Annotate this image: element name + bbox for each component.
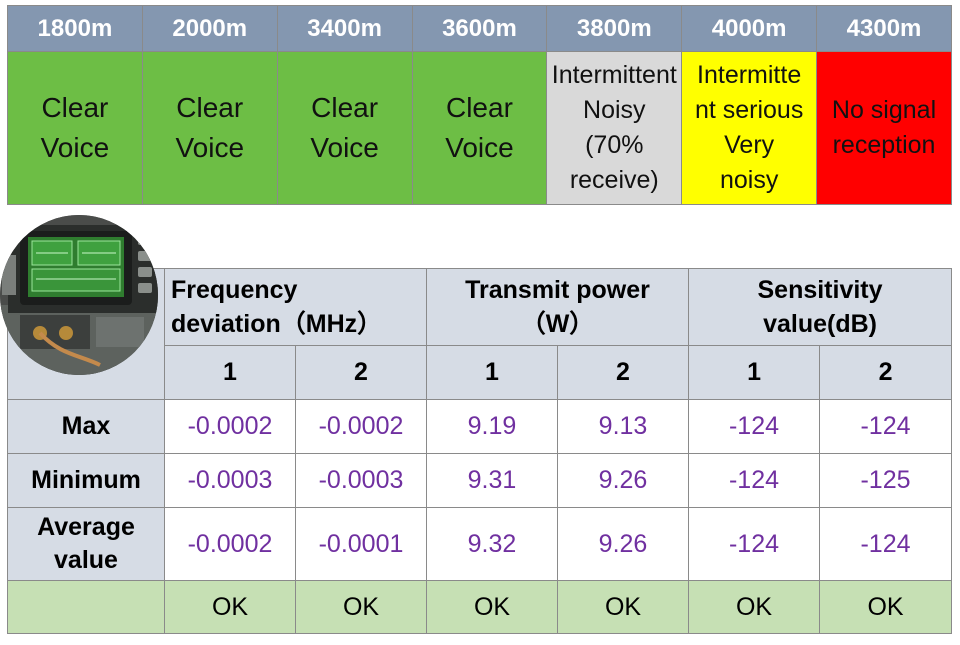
status-cell: OK (295, 580, 427, 634)
column-subheader: 2 (819, 345, 953, 400)
reception-result-cell: Clear Voice (7, 51, 143, 205)
table-row-status: OK OK OK OK OK OK (7, 580, 953, 634)
group-header-line: Sensitivity (757, 276, 883, 304)
distance-header: 4300m (816, 5, 952, 52)
result-text-line: Very (724, 131, 775, 159)
status-cell: OK (164, 580, 296, 634)
result-text-line: Clear (311, 92, 379, 123)
value-cell: -124 (688, 399, 821, 454)
distance-header: 1800m (7, 5, 143, 52)
value-cell: 9.19 (426, 399, 558, 454)
reception-result-cell: Clear Voice (276, 51, 413, 205)
value-cell: -0.0001 (295, 507, 427, 581)
status-cell: OK (819, 580, 953, 634)
reception-result-cell: Intermittent Noisy (70% receive) (546, 51, 683, 205)
distance-header: 3400m (276, 5, 413, 52)
status-label-cell (7, 580, 165, 634)
result-text-line: Intermitte (697, 61, 802, 89)
value-cell: 9.32 (426, 507, 558, 581)
distance-header-row: 1800m 2000m 3400m 3600m 3800m 4000m 4300… (7, 5, 952, 52)
status-cell: OK (688, 580, 821, 634)
value-cell: 9.13 (556, 399, 690, 454)
result-text-line: nt serious (694, 96, 804, 124)
subheader-row: 1 2 1 2 1 2 (8, 345, 953, 400)
result-text-line: Clear (445, 92, 513, 123)
table-row-max: Max -0.0002 -0.0002 9.19 9.13 -124 -124 (7, 399, 953, 454)
result-text-line: Clear (41, 92, 109, 123)
value-cell: -0.0003 (295, 453, 427, 508)
value-cell: 9.26 (556, 507, 690, 581)
table-row-minimum: Minimum -0.0003 -0.0003 9.31 9.26 -124 -… (7, 453, 953, 508)
status-cell: OK (556, 580, 690, 634)
group-header-line: （W） (520, 310, 595, 338)
group-header-line: Frequency (171, 276, 298, 304)
group-header-line: Transmit power (465, 276, 650, 304)
result-text-line: Voice (40, 132, 110, 163)
reception-result-cell: Intermitte nt serious Very noisy (681, 51, 818, 205)
distance-header: 2000m (141, 5, 278, 52)
result-text-line: Intermittent (551, 61, 677, 89)
row-label: Minimum (7, 453, 165, 508)
value-cell: 9.26 (556, 453, 690, 508)
result-text-line: Clear (176, 92, 244, 123)
test-equipment-photo (0, 215, 158, 375)
result-text-line: Voice (310, 132, 379, 163)
row-label: Max (7, 399, 165, 454)
group-header-transmit-power: Transmit power （W） (425, 268, 690, 346)
result-text-line: Noisy (583, 96, 646, 124)
value-cell: -124 (819, 507, 953, 581)
value-cell: -124 (819, 399, 953, 454)
value-cell: -0.0002 (295, 399, 427, 454)
result-text-line: Voice (445, 132, 514, 163)
result-text-line: Voice (175, 132, 245, 163)
column-subheader: 1 (164, 345, 296, 400)
result-text-line: receive) (569, 166, 659, 194)
distance-header: 4000m (681, 5, 818, 52)
reception-result-row: Clear Voice Clear Voice Clear Voice Clea… (7, 51, 952, 205)
table-row-average: Average value -0.0002 -0.0001 9.32 9.26 … (7, 507, 953, 581)
value-cell: -0.0003 (164, 453, 296, 508)
distance-header: 3600m (411, 5, 548, 52)
reception-result-cell: Clear Voice (411, 51, 548, 205)
distance-header: 3800m (546, 5, 683, 52)
value-cell: -0.0002 (164, 399, 296, 454)
column-subheader: 1 (426, 345, 558, 400)
group-header-sensitivity: Sensitivity value(dB) (688, 268, 953, 346)
row-label: Average value (7, 507, 165, 581)
result-text-line: (70% (585, 131, 644, 159)
status-cell: OK (426, 580, 558, 634)
measurement-table: Frequency deviation（MHz） Transmit power … (7, 268, 953, 634)
result-text-line: noisy (719, 166, 779, 194)
test-equipment-illustration (0, 215, 158, 375)
value-cell: -124 (688, 507, 821, 581)
value-cell: -125 (819, 453, 953, 508)
group-header-line: value(dB) (763, 310, 877, 338)
row-label-line: Average (37, 513, 135, 541)
group-header-frequency-deviation: Frequency deviation（MHz） (164, 268, 427, 346)
row-label-line: value (54, 546, 118, 574)
result-text-line: reception (832, 131, 936, 159)
column-subheader: 2 (556, 345, 690, 400)
reception-result-cell: No signal reception (816, 51, 952, 205)
result-text-line: No signal (831, 96, 937, 124)
value-cell: -124 (688, 453, 821, 508)
range-test-table: 1800m 2000m 3400m 3600m 3800m 4000m 4300… (7, 5, 952, 205)
reception-result-cell: Clear Voice (141, 51, 278, 205)
value-cell: 9.31 (426, 453, 558, 508)
group-header-line: deviation（MHz） (171, 310, 383, 338)
value-cell: -0.0002 (164, 507, 296, 581)
column-subheader: 2 (295, 345, 427, 400)
column-subheader: 1 (688, 345, 821, 400)
